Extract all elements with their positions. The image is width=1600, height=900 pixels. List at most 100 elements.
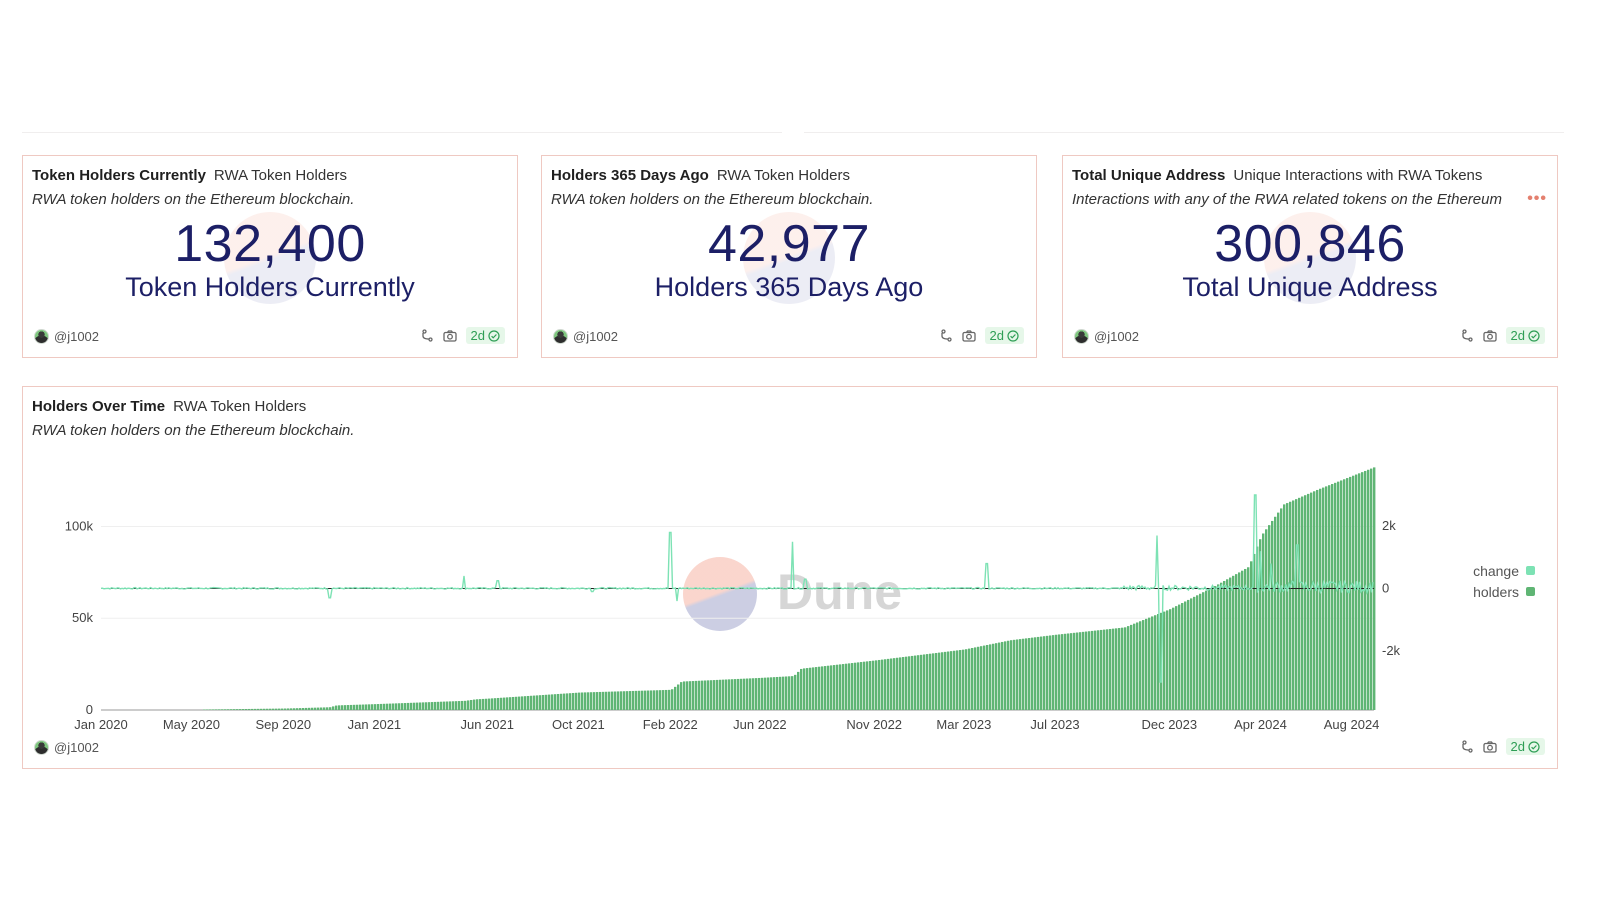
holders-bar bbox=[455, 701, 458, 710]
holders-bar bbox=[839, 664, 842, 710]
legend-item-change[interactable]: change bbox=[1473, 560, 1535, 581]
holders-bar bbox=[332, 706, 335, 710]
holders-bar bbox=[1100, 629, 1103, 710]
holders-bar bbox=[1133, 623, 1136, 710]
holders-bar bbox=[1172, 607, 1175, 710]
holders-bar bbox=[239, 709, 242, 710]
legend-item-holders[interactable]: holders bbox=[1473, 581, 1535, 602]
fork-icon[interactable] bbox=[937, 328, 953, 344]
holders-bar bbox=[587, 692, 590, 710]
y-left-tick-label: 100k bbox=[65, 518, 94, 533]
holders-bar bbox=[986, 644, 989, 710]
holders-bar bbox=[911, 655, 914, 710]
holders-bar bbox=[212, 709, 215, 710]
holders-bar bbox=[890, 658, 893, 710]
holders-bar bbox=[206, 709, 209, 710]
holders-bar bbox=[731, 679, 734, 710]
holders-bar bbox=[500, 697, 503, 710]
holders-bar bbox=[539, 695, 542, 710]
holders-bar bbox=[920, 654, 923, 710]
holders-bar bbox=[1148, 617, 1151, 710]
holders-bar bbox=[1190, 598, 1193, 710]
dune-watermark-icon bbox=[1264, 212, 1356, 304]
holders-bar bbox=[614, 691, 617, 710]
check-circle-icon bbox=[1007, 329, 1019, 342]
author-link[interactable]: @j1002 bbox=[34, 329, 99, 344]
holders-bar bbox=[1220, 582, 1223, 710]
holders-bar bbox=[443, 701, 446, 710]
panel-description: RWA token holders on the Ethereum blockc… bbox=[551, 191, 874, 208]
holders-bar bbox=[998, 642, 1001, 710]
camera-icon[interactable] bbox=[961, 328, 977, 344]
holders-bar bbox=[689, 681, 692, 710]
camera-icon[interactable] bbox=[442, 328, 458, 344]
holders-bar bbox=[1166, 610, 1169, 710]
holders-bar bbox=[488, 698, 491, 710]
more-options-button[interactable]: ••• bbox=[1527, 190, 1547, 207]
panel-subtitle[interactable]: RWA Token Holders bbox=[213, 167, 348, 184]
holders-bar bbox=[269, 708, 272, 710]
holders-bar bbox=[1310, 492, 1313, 710]
holders-bar bbox=[692, 681, 695, 710]
holders-bar bbox=[914, 655, 917, 710]
freshness-badge[interactable]: 2d bbox=[1505, 738, 1545, 755]
holders-bar bbox=[971, 647, 974, 710]
camera-icon[interactable] bbox=[1482, 739, 1498, 755]
holders-bar bbox=[293, 708, 296, 710]
y-left-tick-label: 0 bbox=[86, 702, 93, 717]
camera-icon[interactable] bbox=[1482, 328, 1498, 344]
holders-bar bbox=[1184, 601, 1187, 710]
holders-bar bbox=[1256, 546, 1259, 710]
freshness-badge[interactable]: 2d bbox=[465, 327, 505, 344]
holders-bar bbox=[512, 696, 515, 710]
holders-bar bbox=[1259, 539, 1262, 710]
holders-bar bbox=[1085, 631, 1088, 710]
holders-bar bbox=[1082, 631, 1085, 710]
holders-bar bbox=[629, 691, 632, 710]
holders-bar bbox=[893, 658, 896, 710]
holders-bar bbox=[1022, 638, 1025, 710]
holders-bar bbox=[314, 707, 317, 710]
holders-bar bbox=[1040, 636, 1043, 710]
holders-bar bbox=[617, 691, 620, 710]
freshness-badge[interactable]: 2d bbox=[1505, 327, 1545, 344]
holders-bar bbox=[536, 695, 539, 710]
legend-swatch bbox=[1526, 566, 1535, 575]
holders-bar bbox=[263, 708, 266, 710]
holders-bar bbox=[563, 693, 566, 710]
author-link[interactable]: @j1002 bbox=[34, 740, 99, 755]
holders-bar bbox=[1364, 470, 1367, 710]
holders-bar bbox=[740, 678, 743, 710]
holders-bar bbox=[1211, 587, 1214, 710]
freshness-badge[interactable]: 2d bbox=[984, 327, 1024, 344]
author-link[interactable]: @j1002 bbox=[1074, 329, 1139, 344]
author-link[interactable]: @j1002 bbox=[553, 329, 618, 344]
legend-label: change bbox=[1473, 562, 1519, 579]
holders-bar bbox=[872, 660, 875, 710]
holders-bar bbox=[668, 689, 671, 710]
holders-bar bbox=[545, 694, 548, 710]
holders-bar bbox=[887, 658, 890, 710]
panel-subtitle[interactable]: RWA Token Holders bbox=[173, 398, 307, 415]
panel-subtitle[interactable]: RWA Token Holders bbox=[716, 167, 850, 184]
holders-bar bbox=[1328, 485, 1331, 710]
panel-subtitle[interactable]: Unique Interactions with RWA Tokens bbox=[1233, 167, 1483, 184]
fork-icon[interactable] bbox=[1458, 739, 1474, 755]
holders-over-time-chart[interactable]: 0 50k 100k -2k 0 2k Jan 2020 May 2020 Sep 2020 Ja… bbox=[23, 387, 1559, 770]
holders-bar bbox=[377, 704, 380, 710]
holders-bar bbox=[989, 644, 992, 710]
holders-bar bbox=[1268, 525, 1271, 710]
fork-icon[interactable] bbox=[1458, 328, 1474, 344]
holders-bar bbox=[761, 677, 764, 710]
fork-icon[interactable] bbox=[418, 328, 434, 344]
holders-bar bbox=[869, 661, 872, 710]
author-name: @j1002 bbox=[54, 329, 100, 344]
holders-bar bbox=[638, 690, 641, 710]
dune-watermark-icon bbox=[743, 212, 835, 304]
holders-bar bbox=[782, 676, 785, 710]
holders-bar bbox=[287, 708, 290, 710]
holders-bar bbox=[683, 681, 686, 710]
holders-bar bbox=[233, 709, 236, 710]
holders-bar bbox=[491, 698, 494, 710]
holders-bar bbox=[602, 691, 605, 710]
